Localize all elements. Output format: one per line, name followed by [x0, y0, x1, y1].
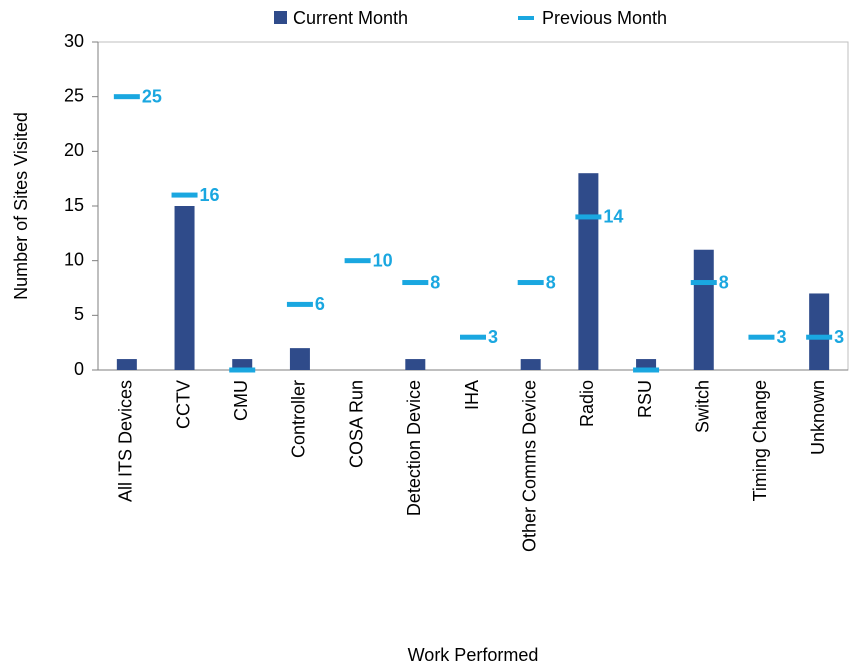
legend-swatch — [518, 16, 534, 20]
marker — [344, 258, 371, 264]
marker — [806, 334, 833, 340]
legend-swatch — [274, 11, 287, 24]
bar — [636, 359, 657, 370]
x-tick-label: Detection Device — [404, 380, 424, 516]
x-tick-label: Other Comms Device — [519, 380, 539, 552]
legend-label: Current Month — [293, 8, 408, 28]
data-label: 3 — [488, 327, 498, 347]
x-tick-label: Switch — [693, 380, 713, 433]
y-tick-label: 20 — [64, 140, 84, 160]
marker — [517, 280, 544, 286]
x-tick-label: RSU — [635, 380, 655, 418]
marker — [229, 367, 256, 373]
marker — [286, 301, 313, 307]
data-label: 6 — [315, 294, 325, 314]
bar — [578, 173, 599, 370]
marker — [690, 280, 717, 286]
x-tick-label: Radio — [577, 380, 597, 427]
x-tick-label: CCTV — [173, 380, 193, 429]
y-tick-label: 15 — [64, 195, 84, 215]
bar — [809, 293, 830, 370]
x-tick-label: Unknown — [808, 380, 828, 455]
y-tick-label: 0 — [74, 359, 84, 379]
marker — [575, 214, 602, 220]
data-label: 8 — [430, 272, 440, 292]
bar — [289, 348, 310, 370]
x-tick-label: IHA — [462, 380, 482, 410]
data-label: 25 — [142, 86, 162, 106]
marker — [171, 192, 198, 198]
marker — [113, 94, 140, 100]
legend-label: Previous Month — [542, 8, 667, 28]
y-tick-label: 25 — [64, 85, 84, 105]
marker — [402, 280, 429, 286]
bar — [232, 359, 253, 370]
bar — [520, 359, 541, 370]
data-label: 3 — [834, 327, 844, 347]
data-label: 8 — [546, 272, 556, 292]
marker — [633, 367, 660, 373]
x-tick-label: CMU — [231, 380, 251, 421]
bar — [693, 249, 714, 370]
y-axis-title: Number of Sites Visited — [11, 112, 31, 300]
data-label: 8 — [719, 272, 729, 292]
data-label: 10 — [373, 250, 393, 270]
data-label: 16 — [200, 185, 220, 205]
marker — [460, 334, 486, 340]
bar — [405, 359, 426, 370]
x-tick-label: COSA Run — [346, 380, 366, 468]
bar — [174, 206, 195, 370]
data-label: 14 — [603, 207, 623, 227]
y-tick-label: 10 — [64, 249, 84, 269]
x-tick-label: Timing Change — [750, 380, 770, 501]
y-tick-label: 5 — [74, 304, 84, 324]
bar — [116, 359, 137, 370]
plot-area — [97, 41, 849, 371]
data-label: 3 — [776, 327, 786, 347]
x-axis-title: Work Performed — [408, 645, 539, 665]
marker — [748, 334, 775, 340]
x-tick-label: Controller — [289, 380, 309, 458]
x-tick-label: All ITS Devices — [116, 380, 136, 502]
y-tick-label: 30 — [64, 31, 84, 51]
